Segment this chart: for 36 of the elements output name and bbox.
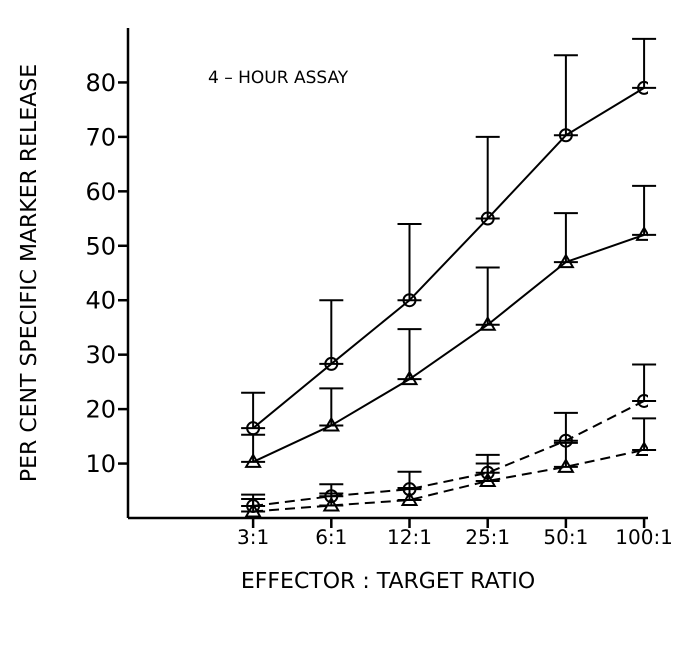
point xyxy=(324,356,338,371)
point xyxy=(558,128,573,142)
point xyxy=(402,293,417,308)
point xyxy=(558,458,574,473)
point xyxy=(558,434,573,448)
point xyxy=(245,454,262,468)
point xyxy=(323,417,340,432)
point xyxy=(558,254,574,268)
point xyxy=(402,492,418,506)
point xyxy=(246,499,260,514)
y-tick-label: 50 xyxy=(85,232,116,260)
y-tick-label: 80 xyxy=(85,68,116,97)
x-axis-title: EFFECTOR : TARGET RATIO xyxy=(240,569,536,594)
x-tick-label: 12:1 xyxy=(387,525,432,550)
point xyxy=(480,472,496,487)
y-tick-label: 10 xyxy=(85,450,116,478)
x-tick-label: 50:1 xyxy=(543,525,588,550)
x-tick-label: 25:1 xyxy=(465,525,510,550)
point xyxy=(402,371,418,386)
x-tick-label: 100:1 xyxy=(615,525,673,550)
point xyxy=(480,212,495,226)
y-tick-label: 60 xyxy=(85,178,116,206)
x-tick-label: 6:1 xyxy=(315,525,348,550)
x-tick-label: 3:1 xyxy=(237,525,270,550)
y-tick-label: 40 xyxy=(85,286,116,315)
y-tick-label: 20 xyxy=(85,396,116,424)
point xyxy=(480,466,495,480)
point xyxy=(323,497,340,512)
y-tick-label: 30 xyxy=(85,341,116,370)
point xyxy=(402,482,417,496)
point xyxy=(246,421,260,436)
point xyxy=(480,316,496,331)
annotation: 4 – HOUR ASSAY xyxy=(208,68,348,88)
y-tick-label: 70 xyxy=(85,123,116,152)
point xyxy=(245,503,262,518)
y-axis-title: PER CENT SPECIFIC MARKER RELEASE xyxy=(16,64,42,482)
